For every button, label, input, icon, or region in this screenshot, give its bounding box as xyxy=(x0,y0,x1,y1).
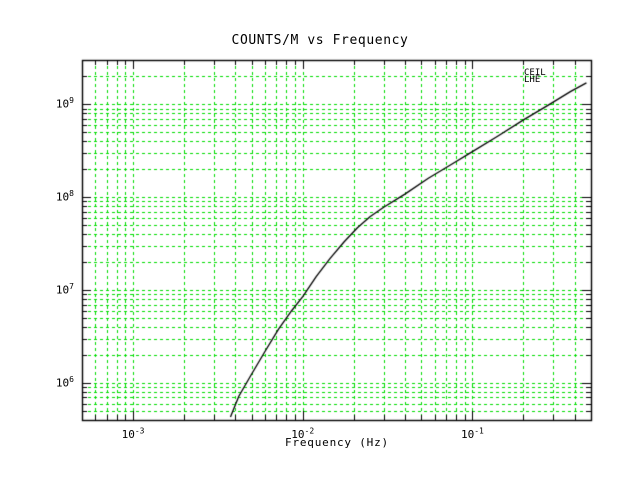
y-tick-label-0: 109 xyxy=(55,96,74,111)
y-tick-label-1: 108 xyxy=(55,189,74,204)
x-axis-label: Frequency (Hz) xyxy=(285,436,389,449)
y-tick-label-3: 106 xyxy=(55,374,74,390)
legend-entry-1: CEIL xyxy=(524,68,546,78)
chart-title: COUNTS/M vs Frequency xyxy=(231,33,409,48)
x-tick-label-1: 10-2 xyxy=(291,426,315,441)
legend-entry-2: LHE xyxy=(524,75,541,85)
x-tick-label-0: 10-3 xyxy=(121,426,145,441)
x-tick-label-2: 10-1 xyxy=(460,426,484,441)
legend: CEIL LHE xyxy=(524,69,546,96)
y-tick-label-2: 107 xyxy=(55,281,74,297)
